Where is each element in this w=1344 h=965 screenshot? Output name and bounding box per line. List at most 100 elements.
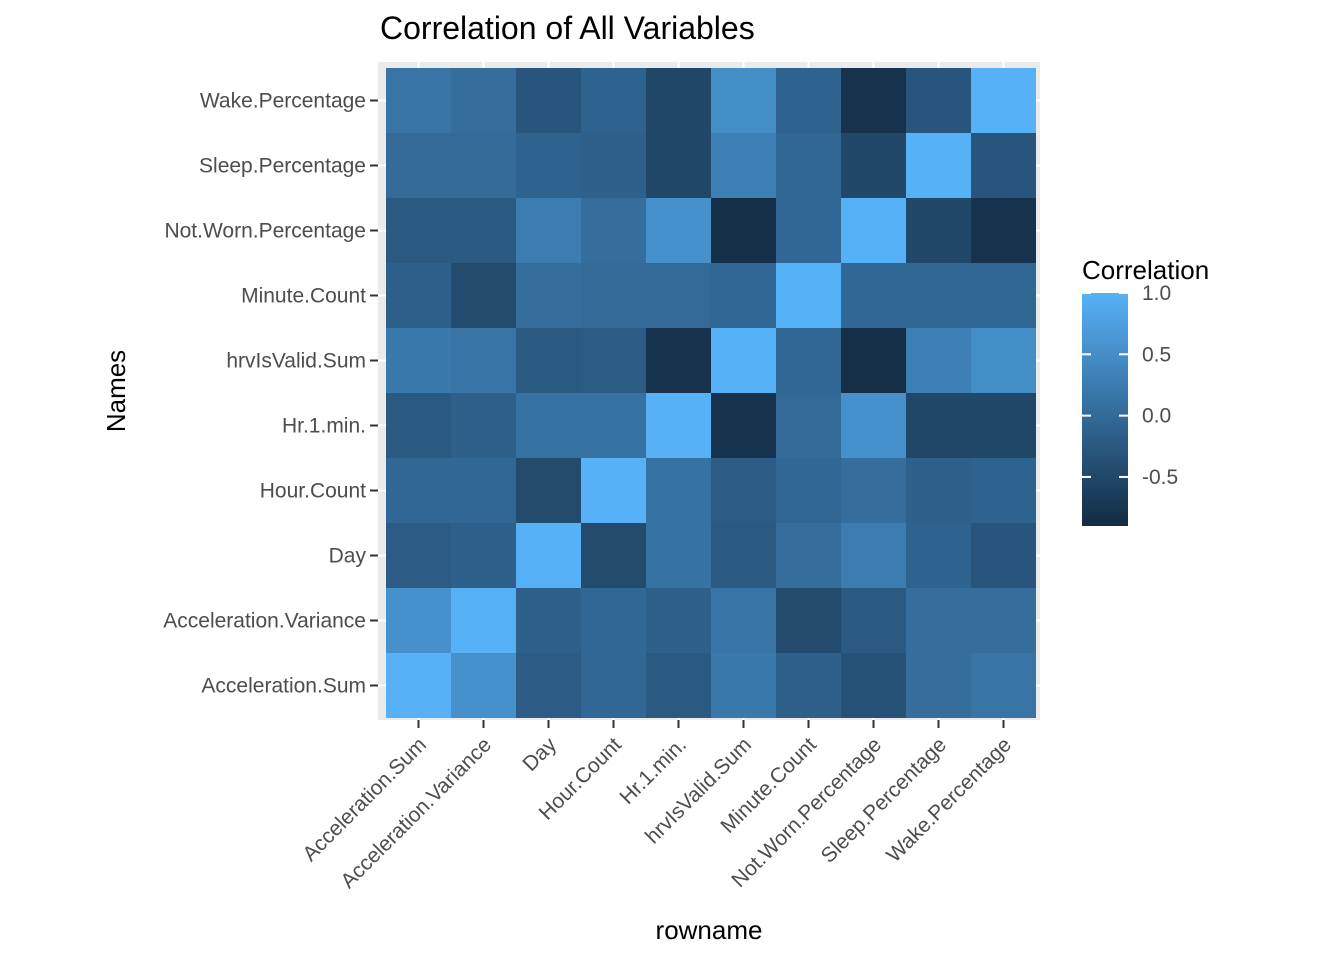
- heatmap-cell: [451, 458, 516, 523]
- heatmap-cell: [711, 328, 776, 393]
- heatmap-cell: [971, 328, 1036, 393]
- heatmap-cell: [841, 458, 906, 523]
- heatmap-cell: [906, 263, 971, 328]
- heatmap-cell: [516, 588, 581, 653]
- heatmap-cell: [516, 653, 581, 718]
- heatmap-cell: [841, 393, 906, 458]
- heatmap-cell: [776, 68, 841, 133]
- heatmap-cell: [516, 328, 581, 393]
- heatmap-cell: [451, 653, 516, 718]
- x-tick-label: Sleep.Percentage: [817, 733, 951, 867]
- heatmap-cell: [386, 263, 451, 328]
- heatmap-cell: [841, 133, 906, 198]
- heatmap-cell: [906, 653, 971, 718]
- heatmap-cell: [646, 653, 711, 718]
- heatmap-cell: [581, 133, 646, 198]
- heatmap-cell: [386, 653, 451, 718]
- heatmap-cell: [971, 653, 1036, 718]
- chart-title: Correlation of All Variables: [380, 10, 755, 46]
- heatmap-cell: [776, 393, 841, 458]
- heatmap-cell: [841, 263, 906, 328]
- legend-tick-label: -0.5: [1142, 466, 1178, 489]
- heatmap-cell: [711, 588, 776, 653]
- heatmap-cell: [581, 328, 646, 393]
- legend-tick-label: 0.5: [1142, 343, 1171, 366]
- heatmap-cell: [646, 263, 711, 328]
- y-tick-label: hrvIsValid.Sum: [226, 350, 366, 373]
- heatmap-cell: [971, 68, 1036, 133]
- heatmap-cell: [386, 328, 451, 393]
- heatmap-cell: [906, 393, 971, 458]
- heatmap-cell: [841, 588, 906, 653]
- heatmap-cell: [906, 458, 971, 523]
- heatmap-cell: [451, 328, 516, 393]
- heatmap-cell: [451, 588, 516, 653]
- heatmap-cell: [776, 198, 841, 263]
- x-tick-label: Wake.Percentage: [882, 733, 1016, 867]
- heatmap-cell: [451, 198, 516, 263]
- heatmap-cell: [906, 133, 971, 198]
- heatmap-cell: [841, 198, 906, 263]
- heatmap-cell: [386, 523, 451, 588]
- heatmap-cell: [516, 68, 581, 133]
- heatmap-cell: [711, 393, 776, 458]
- heatmap-cell: [451, 68, 516, 133]
- heatmap-cell: [451, 133, 516, 198]
- heatmap-cell: [451, 523, 516, 588]
- plot-panel: [378, 62, 1040, 720]
- heatmap-cell: [581, 458, 646, 523]
- heatmap-cell: [386, 68, 451, 133]
- y-tick-label: Acceleration.Variance: [163, 610, 366, 633]
- heatmap-cell: [971, 523, 1036, 588]
- heatmap-cell: [646, 588, 711, 653]
- y-tick-label: Wake.Percentage: [200, 90, 366, 113]
- legend-tick-label: 1.0: [1142, 282, 1171, 305]
- heatmap-cell: [581, 588, 646, 653]
- heatmap-cell: [516, 198, 581, 263]
- legend-title: Correlation: [1082, 255, 1209, 285]
- heatmap-cell: [906, 523, 971, 588]
- heatmap-cell: [386, 393, 451, 458]
- heatmap-cell: [776, 328, 841, 393]
- heatmap-cell: [581, 523, 646, 588]
- heatmap-cell: [906, 588, 971, 653]
- heatmap-cell: [776, 588, 841, 653]
- heatmap-cell: [841, 68, 906, 133]
- heatmap-cell: [646, 328, 711, 393]
- heatmap-cell: [516, 263, 581, 328]
- heatmap-cell: [581, 393, 646, 458]
- heatmap-cell: [386, 133, 451, 198]
- heatmap-cell: [581, 68, 646, 133]
- heatmap-cell: [906, 198, 971, 263]
- heatmap-cell: [906, 328, 971, 393]
- heatmap-cell: [971, 263, 1036, 328]
- heatmap-cell: [386, 198, 451, 263]
- y-tick-label: Hour.Count: [260, 480, 366, 503]
- y-tick-label: Minute.Count: [241, 285, 366, 308]
- heatmap-cell: [776, 653, 841, 718]
- y-tick-label: Hr.1.min.: [282, 415, 366, 438]
- y-tick-label: Not.Worn.Percentage: [164, 220, 366, 243]
- heatmap-cell: [971, 393, 1036, 458]
- x-tick-label: Day: [518, 733, 561, 776]
- heatmap-cell: [646, 523, 711, 588]
- heatmap-cell: [841, 523, 906, 588]
- heatmap-cell: [711, 523, 776, 588]
- heatmap-cell: [971, 133, 1036, 198]
- legend-tick-label: 0.0: [1142, 405, 1171, 428]
- heatmap-cell: [971, 458, 1036, 523]
- heatmap-cell: [971, 198, 1036, 263]
- heatmap-cell: [516, 133, 581, 198]
- heatmap-cell: [581, 198, 646, 263]
- heatmap-cell: [451, 263, 516, 328]
- heatmap-cell: [386, 458, 451, 523]
- y-axis-title: Names: [101, 350, 131, 432]
- y-axis: Acceleration.Sum Acceleration.Variance Day…: [163, 90, 378, 698]
- heatmap-cell: [646, 133, 711, 198]
- heatmap-cell: [711, 133, 776, 198]
- heatmap-cell: [776, 523, 841, 588]
- heatmap-cell: [776, 133, 841, 198]
- heatmap-cell: [711, 458, 776, 523]
- heatmap-cell: [971, 588, 1036, 653]
